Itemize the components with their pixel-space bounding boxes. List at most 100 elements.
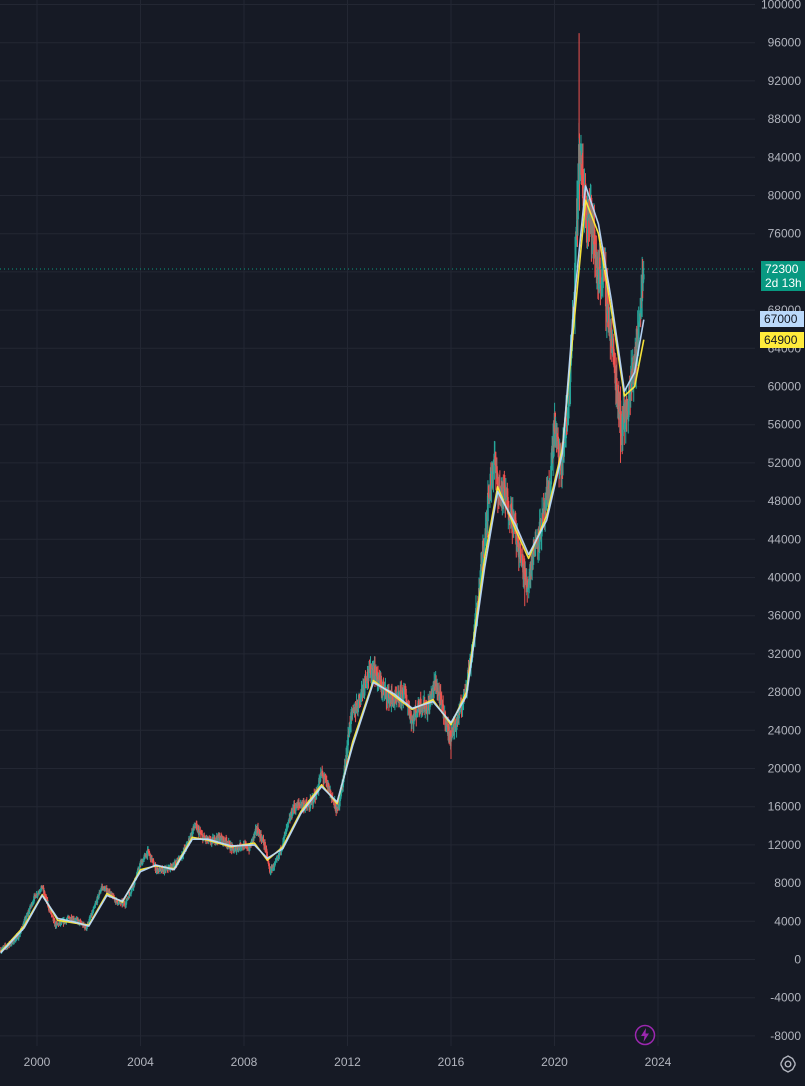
candle-body: [219, 835, 222, 840]
candle-body: [325, 779, 328, 783]
candle-body: [146, 849, 149, 857]
candle-body: [423, 700, 426, 712]
candle-body: [585, 206, 588, 220]
candle-body: [67, 917, 69, 919]
candle-body: [604, 270, 607, 307]
candle-body: [563, 442, 565, 457]
y-tick-label: 44000: [768, 532, 802, 546]
x-tick-label: 2020: [541, 1055, 568, 1069]
candle-body: [165, 868, 167, 871]
candle-body: [449, 731, 452, 743]
candle-body: [334, 801, 337, 806]
settings-button[interactable]: [778, 1054, 798, 1074]
candle-body: [348, 722, 351, 735]
y-tick-label: 16000: [768, 800, 802, 814]
candle-body: [235, 849, 238, 852]
candle-body: [84, 925, 87, 929]
candle-body: [246, 845, 248, 849]
candle-body: [507, 512, 510, 520]
candles: [0, 33, 645, 954]
candle-body: [642, 274, 645, 280]
candle-body: [19, 932, 22, 935]
price-axis[interactable]: -8000 -4000 0 4000 8000 12000 16000 20000 24000 2…: [761, 0, 801, 1043]
candle-body: [260, 834, 262, 839]
x-tick-label: 2004: [127, 1055, 154, 1069]
y-tick-label: 0: [794, 953, 801, 967]
candle-body: [89, 916, 92, 918]
last-price-value: 72300: [765, 262, 799, 276]
candle-body: [213, 837, 216, 843]
candle-body: [629, 377, 632, 395]
candle-body: [294, 808, 297, 811]
grid-lines: [0, 0, 755, 1046]
candle-body: [612, 349, 615, 353]
candle-body: [365, 679, 367, 684]
time-axis[interactable]: 2000 2004 2008 2012 2016 2020 2024: [24, 1055, 672, 1069]
candle-body: [33, 896, 36, 902]
bar-countdown: 2d 13h: [765, 276, 802, 290]
gear-icon: [780, 1055, 796, 1073]
candle-body: [52, 916, 54, 918]
y-tick-label: 8000: [774, 876, 801, 890]
candle-body: [248, 844, 251, 851]
candle-body: [27, 911, 30, 914]
candle-body: [461, 704, 464, 710]
moving-average-line-1: [0, 199, 645, 953]
y-tick-label: 76000: [768, 227, 802, 241]
candle-body: [136, 870, 139, 874]
candle-body: [368, 666, 370, 679]
candle-body: [41, 885, 43, 888]
candle-body: [550, 465, 553, 485]
y-tick-label: 28000: [768, 685, 802, 699]
candle-body: [116, 900, 119, 903]
candle-body: [116, 902, 119, 905]
candle-body: [380, 684, 383, 692]
y-tick-label: 60000: [768, 380, 802, 394]
candle-body: [378, 675, 381, 682]
lightning-icon: [634, 1024, 656, 1046]
candle-body: [237, 846, 240, 850]
candle-body: [336, 809, 339, 810]
x-tick-label: 2016: [438, 1055, 465, 1069]
candle-body: [439, 693, 442, 696]
candle-body: [297, 803, 300, 805]
candle-body: [191, 831, 194, 836]
candle-body: [495, 466, 498, 473]
candle-body: [130, 889, 133, 892]
candle-body: [91, 911, 94, 915]
candle-body: [410, 719, 413, 723]
candle-body: [52, 917, 55, 922]
x-tick-label: 2024: [645, 1055, 672, 1069]
candle-body: [106, 892, 109, 893]
candle-body: [613, 352, 616, 367]
candle-body: [291, 814, 294, 817]
candle-body: [93, 906, 96, 908]
candle-body: [289, 816, 292, 821]
y-tick-label: -8000: [770, 1029, 801, 1043]
candle-body: [92, 908, 95, 912]
candle-body: [557, 436, 559, 442]
y-tick-label: 88000: [768, 112, 802, 126]
candle-body: [267, 861, 270, 864]
candle-body: [50, 910, 52, 914]
candle-body: [287, 819, 290, 822]
candle-body: [429, 696, 432, 701]
last-price-badge: 72300 2d 13h: [761, 261, 805, 291]
y-tick-label: 48000: [768, 494, 802, 508]
ma1-value-badge: 67000: [760, 311, 804, 327]
flash-button[interactable]: [634, 1024, 656, 1046]
candle-body: [374, 673, 377, 680]
candle-body: [360, 692, 362, 703]
candle-body: [375, 666, 378, 676]
candle-body: [257, 827, 259, 833]
candle-body: [69, 918, 72, 920]
y-tick-label: 100000: [761, 0, 801, 12]
moving-average-line-2: [0, 185, 645, 954]
candle-body: [88, 918, 91, 923]
candle-body: [43, 891, 46, 896]
candle-body: [628, 386, 631, 402]
candle-body: [37, 892, 39, 895]
candle-body: [97, 895, 100, 898]
candle-body: [517, 543, 520, 558]
